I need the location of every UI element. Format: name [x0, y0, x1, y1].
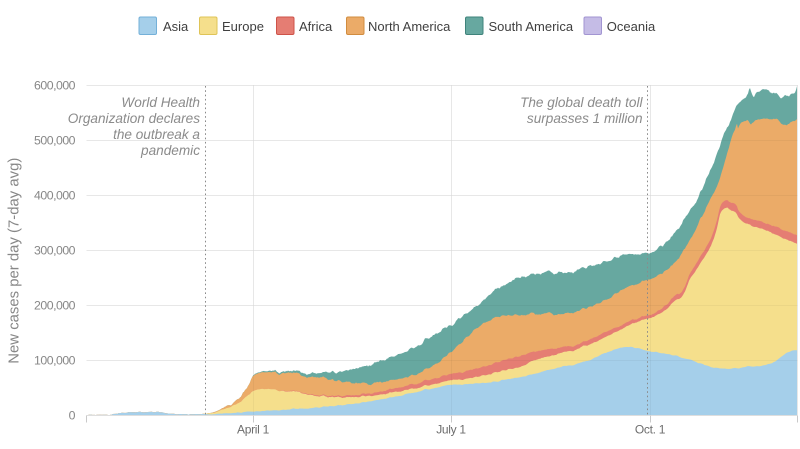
svg-text:400,000: 400,000 [34, 189, 76, 203]
svg-text:the outbreak a: the outbreak a [113, 127, 200, 142]
svg-text:Oct. 1: Oct. 1 [635, 423, 666, 437]
svg-text:Asia: Asia [163, 19, 189, 34]
svg-text:South America: South America [489, 19, 574, 34]
svg-text:surpasses 1 million: surpasses 1 million [527, 111, 643, 126]
svg-text:500,000: 500,000 [34, 134, 76, 148]
svg-text:600,000: 600,000 [34, 79, 76, 93]
svg-text:World Health: World Health [121, 95, 200, 110]
svg-text:pandemic: pandemic [140, 143, 200, 158]
svg-text:Africa: Africa [299, 19, 333, 34]
svg-text:Oceania: Oceania [607, 19, 656, 34]
svg-text:200,000: 200,000 [34, 299, 76, 313]
svg-text:North America: North America [368, 19, 451, 34]
svg-text:Europe: Europe [222, 19, 264, 34]
svg-text:0: 0 [69, 409, 76, 423]
svg-text:300,000: 300,000 [34, 244, 76, 258]
svg-text:The global death toll: The global death toll [520, 95, 643, 110]
svg-text:July 1: July 1 [436, 423, 466, 437]
svg-text:New cases per day (7-day avg): New cases per day (7-day avg) [6, 158, 22, 364]
svg-text:100,000: 100,000 [34, 354, 76, 368]
svg-text:April 1: April 1 [237, 423, 270, 437]
svg-text:Organization declares: Organization declares [68, 111, 200, 126]
